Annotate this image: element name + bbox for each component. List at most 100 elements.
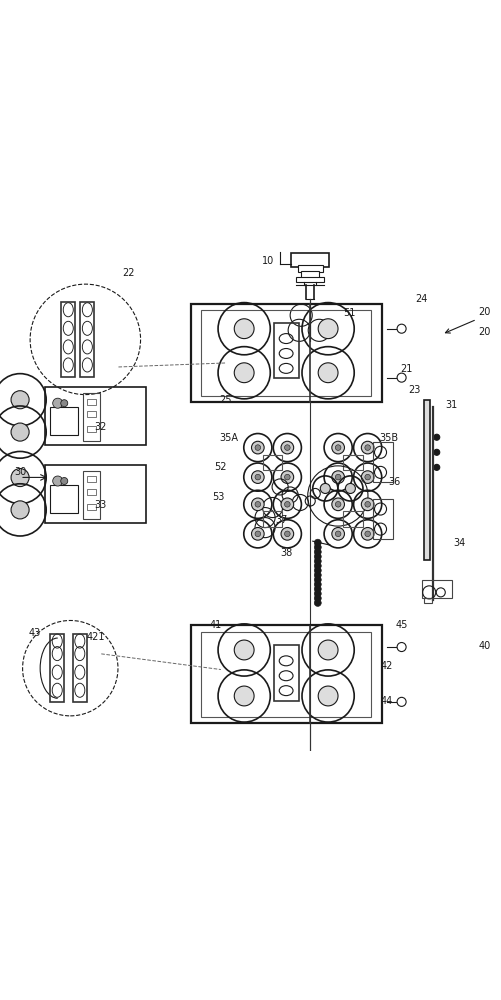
Circle shape xyxy=(364,445,370,450)
Circle shape xyxy=(53,398,63,408)
Circle shape xyxy=(331,528,344,540)
Text: 42: 42 xyxy=(380,661,392,671)
Circle shape xyxy=(11,469,29,487)
Circle shape xyxy=(284,474,290,480)
Text: 25: 25 xyxy=(219,395,231,405)
Circle shape xyxy=(314,567,321,574)
Circle shape xyxy=(364,474,370,480)
Circle shape xyxy=(281,498,293,511)
Circle shape xyxy=(314,590,321,597)
Circle shape xyxy=(314,539,321,546)
Circle shape xyxy=(335,445,340,450)
Circle shape xyxy=(11,423,29,441)
Bar xyxy=(296,277,324,282)
Text: 23: 23 xyxy=(407,385,419,395)
Text: 35A: 35A xyxy=(218,433,237,443)
Circle shape xyxy=(396,643,405,652)
Circle shape xyxy=(331,441,344,454)
Circle shape xyxy=(318,686,337,706)
Text: 10: 10 xyxy=(262,256,274,266)
Circle shape xyxy=(61,400,68,407)
Circle shape xyxy=(314,595,321,602)
Circle shape xyxy=(433,464,439,470)
Circle shape xyxy=(345,483,355,493)
Circle shape xyxy=(314,553,321,560)
Circle shape xyxy=(314,581,321,588)
Bar xyxy=(87,399,96,405)
Bar xyxy=(87,426,96,432)
Circle shape xyxy=(314,585,321,593)
Bar xyxy=(73,634,87,702)
Bar xyxy=(421,580,451,598)
Circle shape xyxy=(255,531,260,537)
Circle shape xyxy=(281,441,293,454)
Bar xyxy=(87,504,96,510)
Bar xyxy=(80,302,94,377)
Bar xyxy=(87,489,96,495)
Circle shape xyxy=(61,478,68,485)
Circle shape xyxy=(331,498,344,511)
Circle shape xyxy=(314,558,321,565)
Text: 38: 38 xyxy=(280,548,292,558)
Circle shape xyxy=(364,531,370,537)
Bar xyxy=(372,499,392,539)
Circle shape xyxy=(314,548,321,555)
Circle shape xyxy=(255,502,260,507)
Bar xyxy=(45,387,145,445)
Bar xyxy=(273,323,298,378)
Bar xyxy=(342,511,362,527)
Bar xyxy=(190,626,381,723)
Circle shape xyxy=(53,476,63,486)
Circle shape xyxy=(255,445,260,450)
Bar xyxy=(342,455,362,470)
Circle shape xyxy=(251,528,264,540)
Circle shape xyxy=(251,498,264,511)
Bar xyxy=(50,485,78,513)
Circle shape xyxy=(331,471,344,483)
Text: 30: 30 xyxy=(14,467,26,477)
Text: 52: 52 xyxy=(214,462,226,472)
Text: 44: 44 xyxy=(380,696,392,706)
Text: 53: 53 xyxy=(212,492,224,502)
Text: 35B: 35B xyxy=(379,433,398,443)
Circle shape xyxy=(396,373,405,382)
Text: 37: 37 xyxy=(275,515,287,525)
Bar xyxy=(45,465,145,523)
Circle shape xyxy=(284,445,290,450)
Bar xyxy=(423,598,431,603)
Bar xyxy=(83,471,100,519)
Text: 24: 24 xyxy=(415,294,427,304)
Bar xyxy=(301,271,319,278)
Circle shape xyxy=(318,319,337,339)
Circle shape xyxy=(364,502,370,507)
Circle shape xyxy=(314,544,321,551)
Text: 31: 31 xyxy=(445,400,457,410)
Circle shape xyxy=(314,576,321,583)
Text: 43: 43 xyxy=(29,628,41,638)
Bar xyxy=(273,645,298,701)
Text: 20: 20 xyxy=(477,327,489,337)
Circle shape xyxy=(251,471,264,483)
Circle shape xyxy=(284,531,290,537)
Circle shape xyxy=(251,441,264,454)
Circle shape xyxy=(11,391,29,409)
Circle shape xyxy=(314,572,321,579)
Circle shape xyxy=(361,471,373,483)
Circle shape xyxy=(234,319,254,339)
Text: 33: 33 xyxy=(94,500,106,510)
Bar xyxy=(423,400,429,560)
Text: 45: 45 xyxy=(395,620,407,631)
Circle shape xyxy=(318,640,337,660)
Circle shape xyxy=(361,441,373,454)
Circle shape xyxy=(433,434,439,440)
Bar xyxy=(83,393,100,441)
Bar xyxy=(262,455,282,470)
Bar xyxy=(262,511,282,527)
Circle shape xyxy=(255,474,260,480)
Circle shape xyxy=(396,324,405,333)
Circle shape xyxy=(320,483,330,493)
Text: 421: 421 xyxy=(86,632,104,642)
Bar xyxy=(200,310,371,396)
Bar xyxy=(372,442,392,482)
Circle shape xyxy=(361,498,373,511)
